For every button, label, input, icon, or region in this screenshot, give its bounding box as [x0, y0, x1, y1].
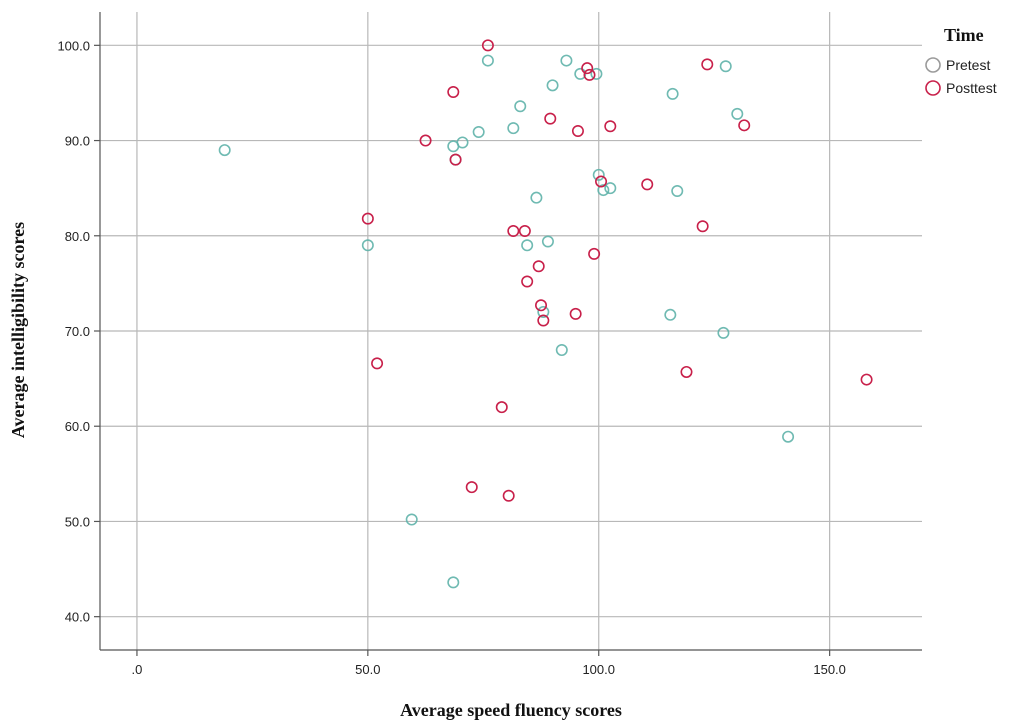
data-point-pretest — [597, 184, 610, 197]
y-tick-label: 90.0 — [65, 134, 90, 149]
data-point-pretest — [218, 144, 231, 157]
legend-marker-posttest — [925, 80, 941, 96]
data-point-posttest — [449, 153, 462, 166]
data-point-pretest — [604, 182, 617, 195]
data-point-pretest — [560, 54, 573, 67]
data-point-pretest — [719, 60, 732, 73]
data-point-posttest — [419, 134, 432, 147]
data-point-posttest — [518, 225, 531, 238]
legend-label-posttest: Posttest — [946, 80, 997, 96]
data-point-pretest — [521, 239, 534, 252]
data-point-pretest — [541, 235, 554, 248]
data-point-posttest — [507, 225, 520, 238]
data-point-pretest — [361, 239, 374, 252]
data-point-posttest — [537, 314, 550, 327]
series-posttest — [361, 39, 873, 502]
data-point-pretest — [447, 576, 460, 589]
y-tick-label: 80.0 — [65, 229, 90, 244]
data-point-posttest — [447, 85, 460, 98]
y-tick-label: 40.0 — [65, 610, 90, 625]
gridlines — [100, 12, 922, 650]
legend-marker-pretest — [925, 57, 941, 73]
y-tick-label: 60.0 — [65, 419, 90, 434]
data-point-posttest — [571, 125, 584, 138]
data-point-posttest — [701, 58, 714, 71]
data-point-pretest — [671, 185, 684, 198]
data-point-pretest — [546, 79, 559, 92]
x-tick-label: .0 — [132, 662, 143, 677]
data-point-posttest — [535, 299, 548, 312]
data-point-posttest — [532, 260, 545, 273]
data-point-posttest — [696, 220, 709, 233]
data-point-posttest — [641, 178, 654, 191]
x-axis-title: Average speed fluency scores — [400, 700, 622, 720]
data-point-pretest — [590, 67, 603, 80]
legend-entry-posttest: Posttest — [925, 80, 997, 96]
data-point-posttest — [521, 275, 534, 288]
data-point-posttest — [588, 247, 601, 260]
data-point-pretest — [405, 513, 418, 526]
data-point-pretest — [592, 168, 605, 181]
x-tick-label: 100.0 — [582, 662, 615, 677]
y-axis-title: Average intelligibility scores — [8, 222, 28, 438]
legend-entry-pretest: Pretest — [925, 57, 990, 73]
legend: Time Pretest Posttest — [925, 25, 997, 96]
x-tick-label: 150.0 — [813, 662, 846, 677]
data-point-posttest — [361, 212, 374, 225]
legend-title: Time — [944, 25, 984, 45]
axes: .0 50.0 100.0 150.0 40.0 50.0 60.0 70.0 80.0 90.0… — [57, 12, 922, 677]
data-point-pretest — [481, 54, 494, 67]
data-point-posttest — [583, 68, 596, 81]
data-points — [218, 39, 873, 589]
data-point-pretest — [530, 191, 543, 204]
y-tick-label: 100.0 — [57, 38, 90, 53]
data-point-posttest — [544, 112, 557, 125]
data-point-pretest — [782, 430, 795, 443]
data-point-posttest — [502, 489, 515, 502]
y-tick-label: 70.0 — [65, 324, 90, 339]
data-point-posttest — [495, 401, 508, 414]
data-point-posttest — [371, 357, 384, 370]
data-point-pretest — [555, 344, 568, 357]
data-point-pretest — [717, 326, 730, 339]
data-point-posttest — [581, 62, 594, 75]
y-tick-label: 50.0 — [65, 514, 90, 529]
data-point-posttest — [595, 175, 608, 188]
data-point-posttest — [738, 119, 751, 132]
data-point-posttest — [680, 365, 693, 378]
data-point-pretest — [456, 136, 469, 149]
data-point-pretest — [731, 107, 744, 120]
data-point-posttest — [569, 307, 582, 320]
data-point-pretest — [666, 87, 679, 100]
data-point-pretest — [472, 125, 485, 138]
data-point-posttest — [481, 39, 494, 52]
data-point-pretest — [507, 122, 520, 135]
series-pretest — [218, 54, 795, 589]
data-point-pretest — [537, 305, 550, 318]
data-point-pretest — [664, 308, 677, 321]
data-point-posttest — [465, 481, 478, 494]
x-tick-label: 50.0 — [355, 662, 380, 677]
data-point-posttest — [604, 120, 617, 133]
data-point-posttest — [860, 373, 873, 386]
data-point-pretest — [514, 100, 527, 113]
legend-label-pretest: Pretest — [946, 57, 990, 73]
